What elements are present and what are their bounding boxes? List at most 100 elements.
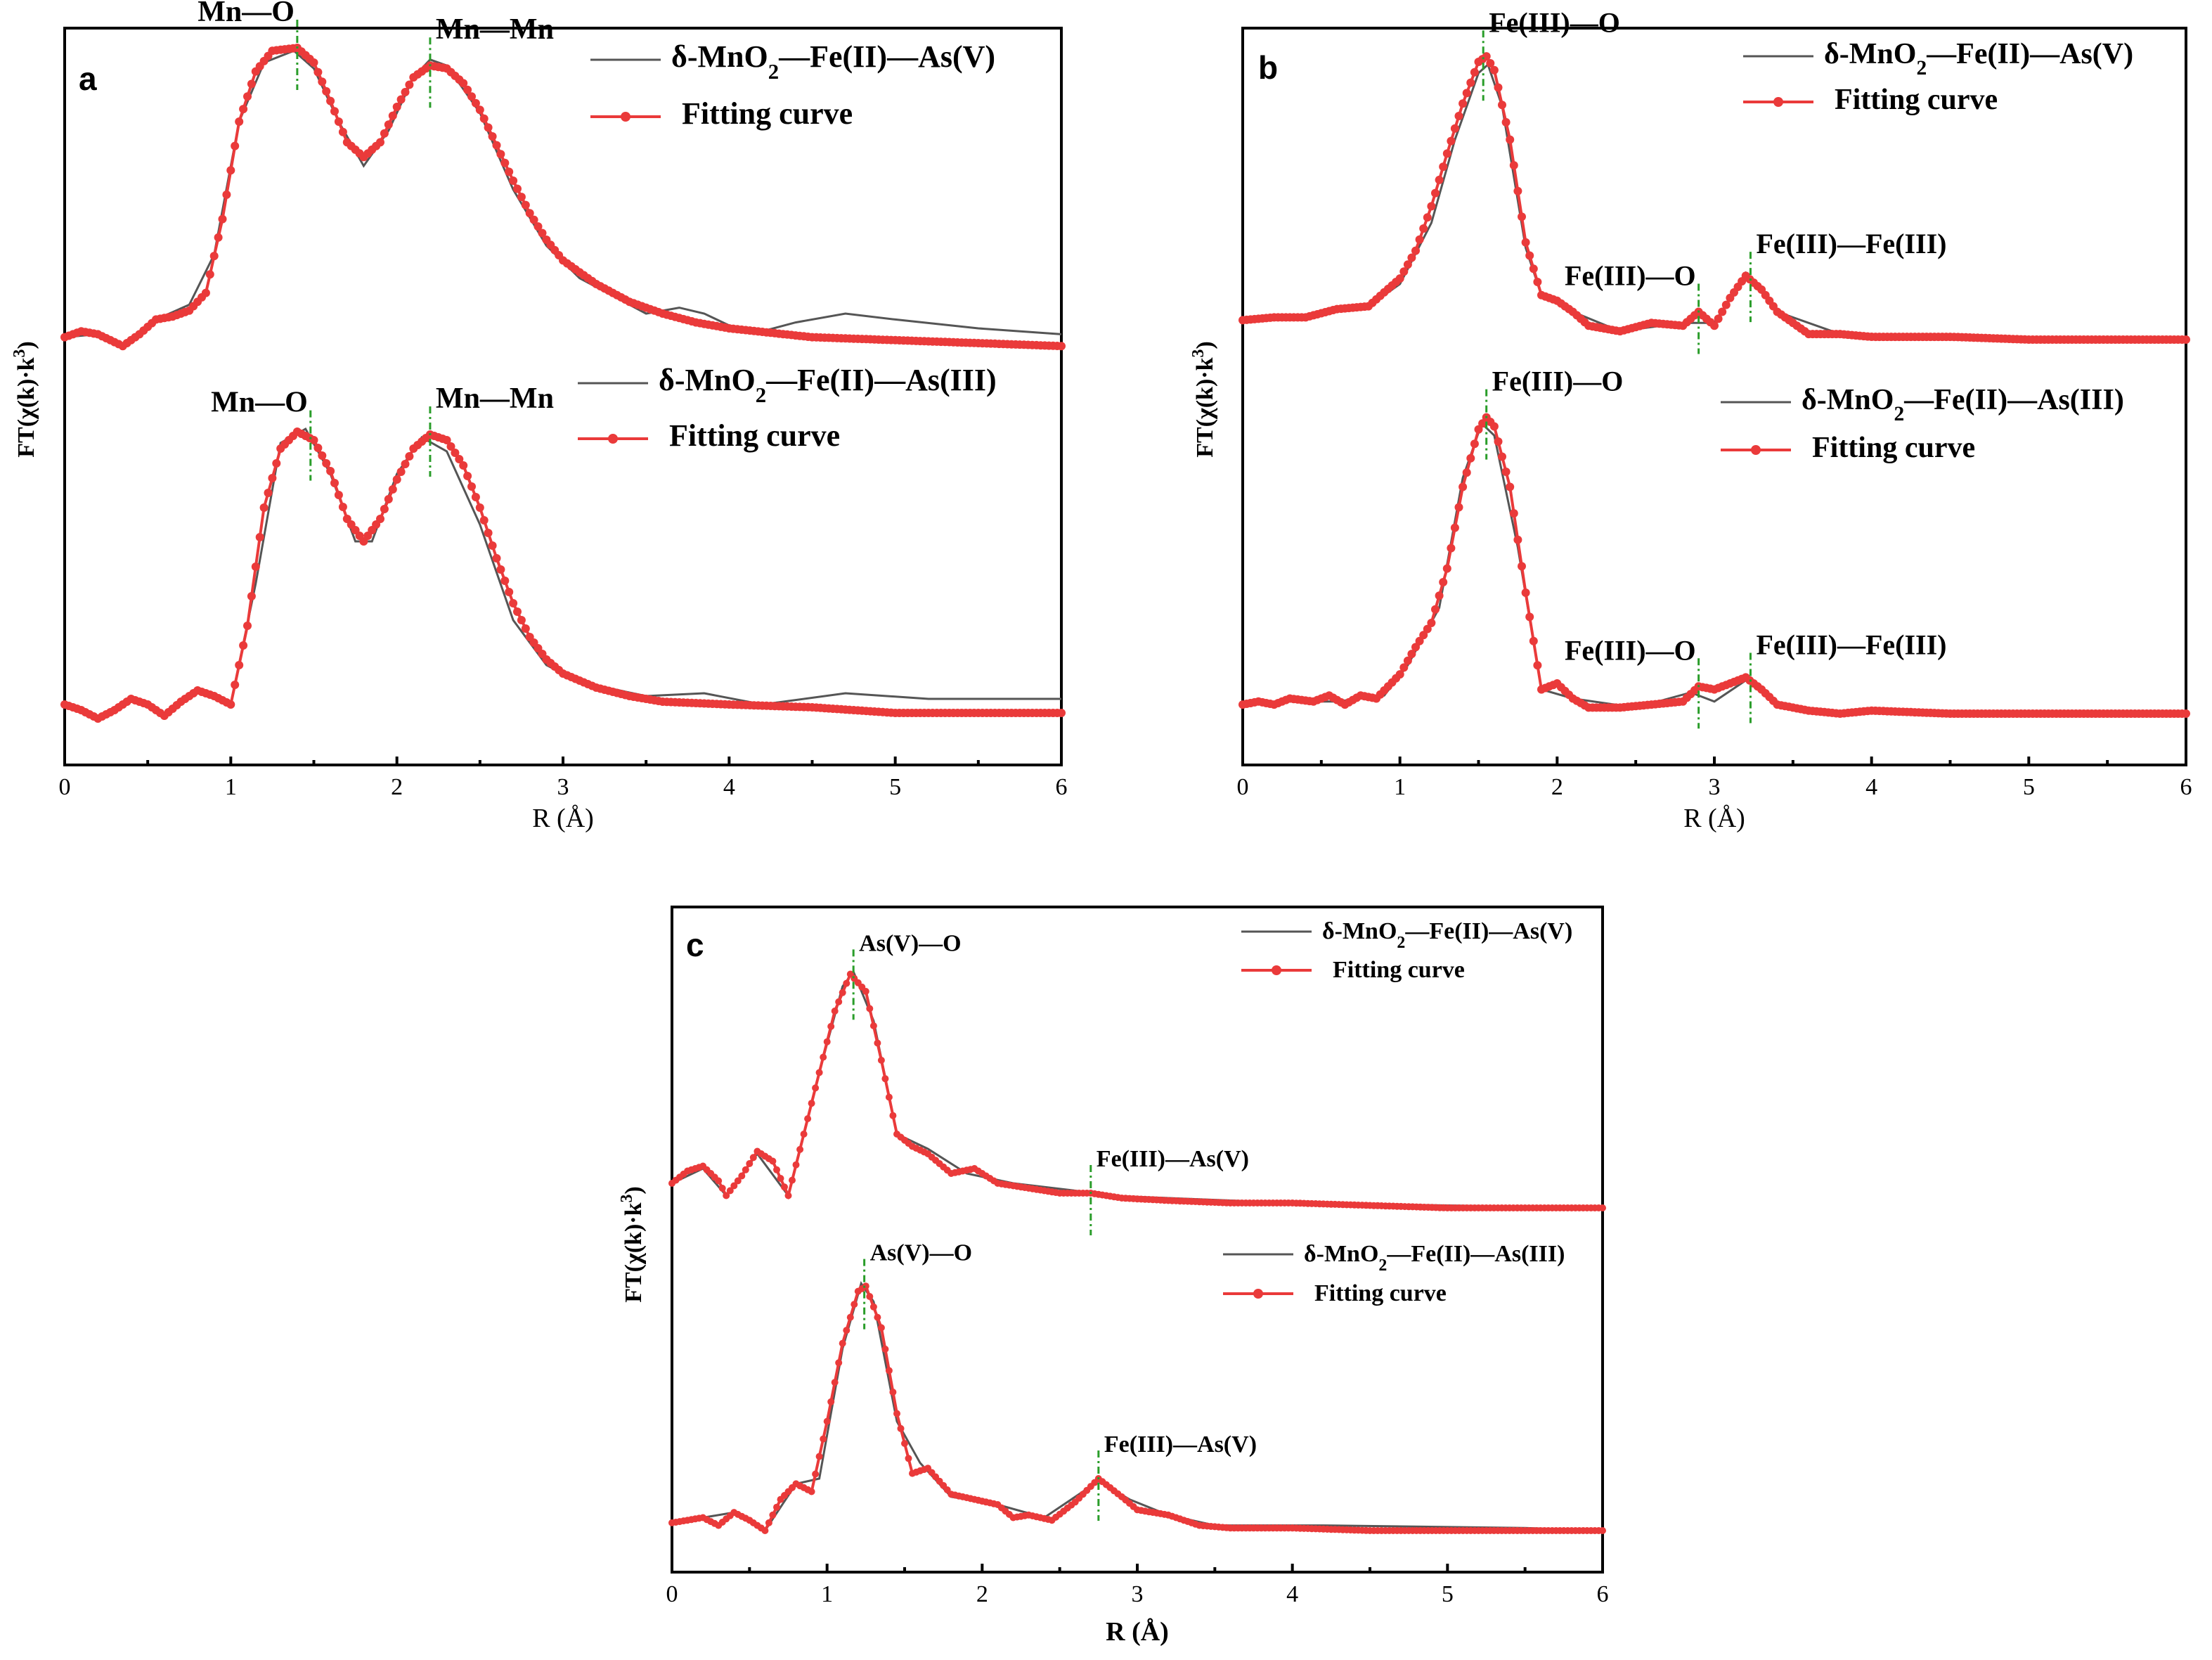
fit-point: [1466, 453, 1475, 463]
x-tick-label: 2: [1551, 774, 1563, 800]
fit-point: [831, 1008, 839, 1015]
legend-measured-label: δ-MnO2—Fe(II)—As(V): [1824, 38, 2133, 79]
fit-point: [1462, 468, 1471, 477]
fit-point: [488, 541, 497, 550]
fit-point: [815, 1069, 823, 1076]
fit-point: [874, 1039, 881, 1047]
fit-point: [1407, 253, 1416, 262]
fit-point: [1403, 656, 1412, 665]
series-group: [1238, 413, 2190, 718]
fit-point: [334, 491, 343, 499]
fit-point: [322, 459, 331, 468]
fit-point: [239, 641, 248, 650]
fit-point: [1525, 612, 1534, 622]
fit-point: [881, 1345, 889, 1353]
fit-point: [1439, 578, 1448, 586]
fit-point: [272, 459, 281, 468]
legend-measured-label: δ-MnO2—Fe(II)—As(V): [671, 39, 995, 84]
fit-point: [218, 214, 227, 224]
fit-point: [521, 200, 530, 210]
fit-point: [226, 166, 235, 175]
fit-point: [1721, 300, 1731, 309]
fit-point: [517, 616, 526, 624]
fit-point: [492, 554, 501, 562]
fit-point: [467, 92, 476, 101]
x-tick-label: 0: [1237, 774, 1249, 800]
fit-point: [1423, 624, 1432, 633]
fit-point: [380, 505, 389, 513]
fit-point: [1399, 663, 1409, 672]
panel-letter: a: [79, 60, 97, 97]
fit-point: [1501, 468, 1511, 476]
fit-point: [715, 1177, 723, 1185]
fit-point: [309, 58, 318, 67]
fit-point: [392, 475, 401, 484]
fit-point: [846, 1313, 854, 1321]
fit-point: [455, 455, 464, 463]
fit-point: [835, 1359, 843, 1367]
fit-point: [1714, 314, 1723, 323]
measured-line: [1242, 421, 2187, 715]
fit-point: [1415, 636, 1424, 645]
legend: δ-MnO2—Fe(II)—As(V) Fitting curve: [1743, 38, 2133, 116]
fit-point: [513, 184, 522, 193]
fit-point: [446, 442, 455, 451]
fit-point: [451, 449, 460, 457]
fit-point: [889, 1112, 897, 1119]
fit-point: [789, 1176, 796, 1184]
fit-point: [1521, 588, 1530, 597]
legend-fit-label: Fitting curve: [669, 418, 840, 453]
fit-point: [380, 129, 389, 138]
fit-point: [1419, 631, 1428, 640]
legend-fit-marker: [1773, 97, 1783, 107]
fit-point: [726, 1187, 734, 1195]
legend: δ-MnO2—Fe(II)—As(III) Fitting curve: [1223, 1241, 1565, 1306]
legend-measured-label: δ-MnO2—Fe(II)—As(III): [1802, 384, 2124, 425]
fit-point: [201, 288, 210, 297]
legend-fit-label: Fitting curve: [1314, 1280, 1447, 1306]
fit-point: [781, 1183, 788, 1191]
fit-point: [475, 105, 484, 115]
fit-point: [376, 515, 384, 523]
panel-b: 0 1 2 3 4 5 6 R (Å) FT(χ(k)·k3) b δ-MnO2—Fe(II)—As…: [1189, 6, 2192, 833]
x-tick-label: 2: [391, 774, 403, 800]
fit-point: [1486, 59, 1495, 67]
fit-point: [885, 1093, 893, 1101]
legend-fit-label: Fitting curve: [1835, 84, 1998, 116]
fit-point: [1489, 422, 1499, 431]
fit-point: [1474, 425, 1483, 434]
fit-point: [471, 493, 480, 501]
x-tick-label: 1: [225, 774, 237, 800]
fit-point: [538, 229, 547, 238]
x-tick-label: 3: [1132, 1581, 1144, 1607]
fit-point: [322, 86, 331, 96]
fit-point: [496, 150, 505, 159]
fit-point: [1395, 670, 1404, 679]
legend: δ-MnO2—Fe(II)—As(V) Fitting curve: [1241, 918, 1572, 983]
panel-letter: b: [1258, 49, 1278, 86]
peak-annotation: As(V)—O: [870, 1240, 972, 1266]
fit-point: [1454, 112, 1463, 120]
fit-point: [205, 270, 214, 279]
legend-measured-label: δ-MnO2—Fe(II)—As(III): [659, 363, 997, 407]
fit-point: [804, 1115, 812, 1123]
series-group: [60, 427, 1066, 723]
fit-point: [338, 503, 347, 511]
fit-point: [226, 700, 235, 709]
fit-point: [235, 117, 244, 126]
x-tick-label: 2: [976, 1581, 988, 1607]
fit-point: [484, 529, 493, 537]
fit-point: [808, 1100, 815, 1107]
fit-point: [459, 461, 468, 470]
fit-point: [496, 565, 505, 574]
x-tick-label: 1: [1394, 774, 1406, 800]
fit-point: [251, 562, 260, 571]
fit-point: [773, 1166, 780, 1173]
fit-point: [442, 436, 451, 444]
fit-point: [839, 989, 846, 996]
fit-point: [388, 485, 397, 494]
fit-point: [338, 127, 347, 136]
fit-point: [1450, 523, 1459, 532]
fit-point: [796, 1145, 804, 1153]
